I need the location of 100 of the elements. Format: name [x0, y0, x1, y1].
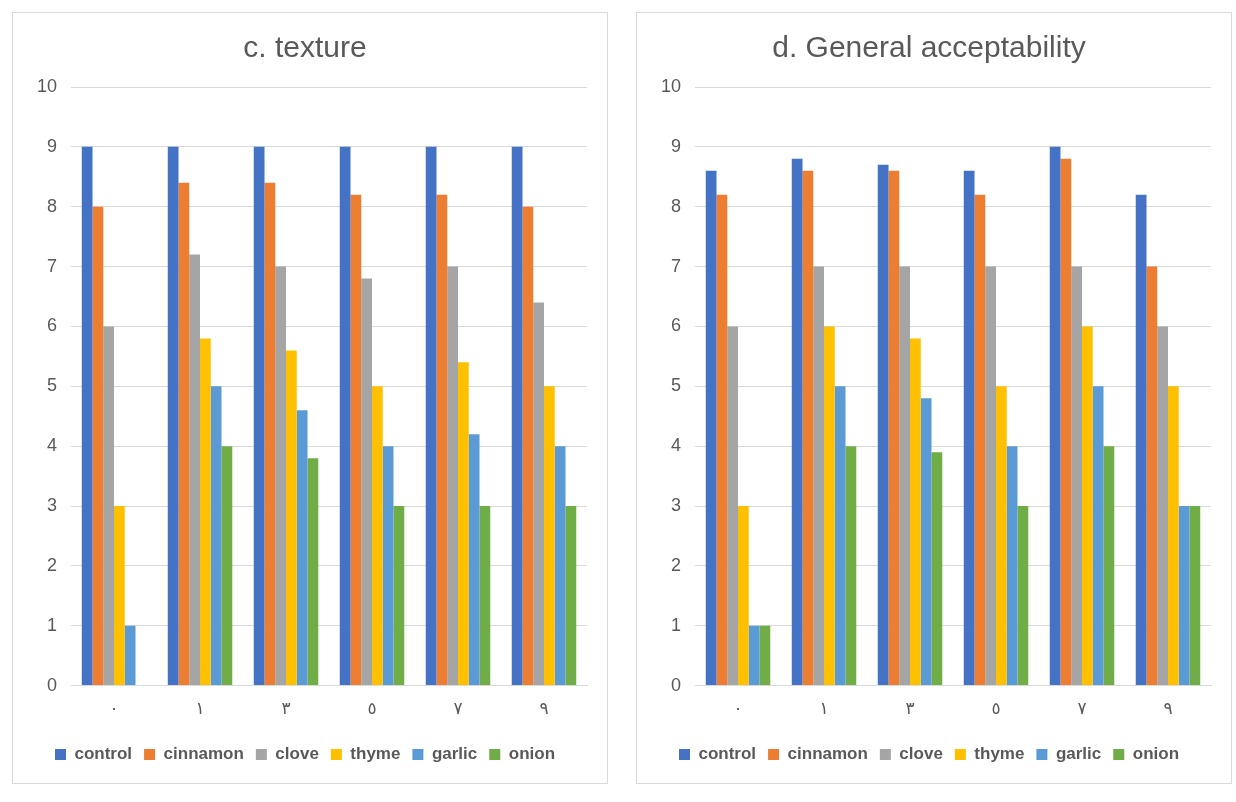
bar	[974, 194, 986, 686]
y-tick-label: 1	[671, 614, 682, 635]
y-tick-label: 3	[47, 494, 58, 515]
bar	[124, 625, 136, 686]
y-tick-label: 3	[671, 494, 682, 515]
bar	[458, 362, 469, 686]
bar	[738, 506, 749, 686]
bar	[985, 266, 997, 686]
x-tick-label: ٩	[1163, 699, 1173, 719]
y-tick-label: 4	[47, 435, 58, 456]
bar	[296, 410, 308, 686]
y-tick-label: 7	[671, 255, 682, 276]
x-tick-label: ١	[819, 699, 829, 719]
bar	[1071, 266, 1083, 686]
bar	[931, 452, 943, 686]
bar	[114, 506, 125, 686]
y-tick-label: 7	[47, 255, 58, 276]
legend-label: clove	[899, 744, 943, 764]
bar	[307, 458, 319, 686]
bar	[813, 266, 825, 686]
bar	[382, 446, 394, 686]
x-tick-label: ٩	[539, 699, 549, 719]
bar	[436, 194, 448, 686]
bar	[447, 266, 459, 686]
y-tick-label: 0	[671, 674, 682, 695]
bar	[479, 506, 491, 686]
bar	[350, 194, 362, 686]
bar	[1146, 266, 1158, 686]
bar	[888, 170, 900, 686]
bar	[802, 170, 814, 686]
bar	[705, 170, 717, 686]
bar	[834, 386, 846, 686]
bar	[275, 266, 287, 686]
bar	[759, 625, 771, 686]
legend-label: garlic	[431, 744, 478, 764]
y-tick-label: 1	[47, 614, 58, 635]
x-tick-label: ١	[195, 699, 205, 719]
y-tick-label: 8	[671, 195, 682, 216]
bar	[1006, 446, 1018, 686]
bar	[1092, 386, 1104, 686]
bar	[178, 182, 190, 686]
legend-label: onion	[508, 744, 556, 764]
bar	[565, 506, 577, 686]
y-tick-label: 10	[660, 75, 682, 96]
bar	[899, 266, 911, 686]
bar	[468, 434, 480, 686]
bar	[716, 194, 728, 686]
y-tick-label: 5	[47, 375, 58, 396]
legend-label: control	[698, 744, 757, 764]
bar	[425, 146, 437, 686]
y-tick-label: 0	[47, 674, 58, 695]
bar	[361, 278, 373, 686]
x-tick-label: ٧	[1077, 699, 1087, 719]
legend-label: clove	[275, 744, 319, 764]
bar	[1168, 386, 1179, 686]
legend-label: garlic	[1055, 744, 1102, 764]
y-tick-label: 6	[671, 315, 682, 336]
x-tick-label: ٣	[281, 699, 291, 719]
x-tick-label: ٧	[453, 699, 463, 719]
x-tick-label: ٥	[991, 699, 1001, 719]
y-tick-label: 9	[671, 135, 682, 156]
x-tick-label: ٠	[733, 699, 743, 719]
bar	[748, 625, 760, 686]
bar	[189, 254, 201, 686]
bar	[845, 446, 857, 686]
bar	[210, 386, 222, 686]
bar	[791, 158, 803, 686]
bar	[286, 350, 297, 686]
bar	[1082, 326, 1093, 686]
y-tick-label: 9	[47, 135, 58, 156]
bar	[221, 446, 233, 686]
bar	[1189, 506, 1201, 686]
bar	[253, 146, 265, 686]
y-tick-label: 5	[671, 375, 682, 396]
bar	[544, 386, 555, 686]
y-tick-label: 2	[47, 554, 58, 575]
bar	[339, 146, 351, 686]
y-tick-label: 10	[36, 75, 58, 96]
chart-title: c. texture	[243, 30, 367, 64]
legend-label: onion	[1132, 744, 1180, 764]
bar	[533, 302, 544, 686]
bar	[963, 170, 975, 686]
chart-title: d. General acceptability	[772, 30, 1086, 64]
y-tick-label: 4	[671, 435, 682, 456]
bar	[1135, 194, 1147, 686]
bar	[554, 446, 566, 686]
bar	[81, 146, 93, 686]
bar	[996, 386, 1007, 686]
legend-label: thyme	[974, 744, 1025, 764]
x-tick-label: ٣	[905, 699, 915, 719]
bar	[393, 506, 405, 686]
x-tick-label: ٥	[367, 699, 377, 719]
legend-label: cinnamon	[163, 744, 244, 764]
bar	[522, 206, 534, 686]
bar	[1017, 506, 1029, 686]
legend-label: control	[74, 744, 133, 764]
bar	[877, 164, 889, 686]
bar	[372, 386, 383, 686]
bar	[103, 326, 115, 686]
bar	[1103, 446, 1115, 686]
